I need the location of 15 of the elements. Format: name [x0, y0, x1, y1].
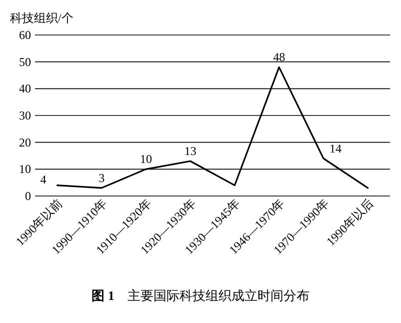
text: 图 1 主要国际科技组织成立时间分布 [92, 288, 310, 303]
y-tick-label: 60 [19, 28, 31, 42]
y-tick-label: 30 [19, 108, 31, 122]
y-tick-label: 40 [19, 82, 31, 96]
y-tick-label: 50 [19, 54, 31, 69]
data-label: 13 [184, 144, 196, 158]
data-label: 14 [329, 141, 342, 156]
y-tick-label: 10 [19, 162, 31, 176]
data-label: 48 [273, 50, 286, 64]
y-tick-label: 0 [25, 189, 31, 203]
data-label: 3 [98, 170, 105, 185]
data-label: 10 [140, 152, 152, 166]
data-label: 4 [40, 172, 46, 186]
y-tick-label: 20 [19, 135, 31, 150]
y-axis-title: 科技组织/个 [10, 11, 74, 25]
